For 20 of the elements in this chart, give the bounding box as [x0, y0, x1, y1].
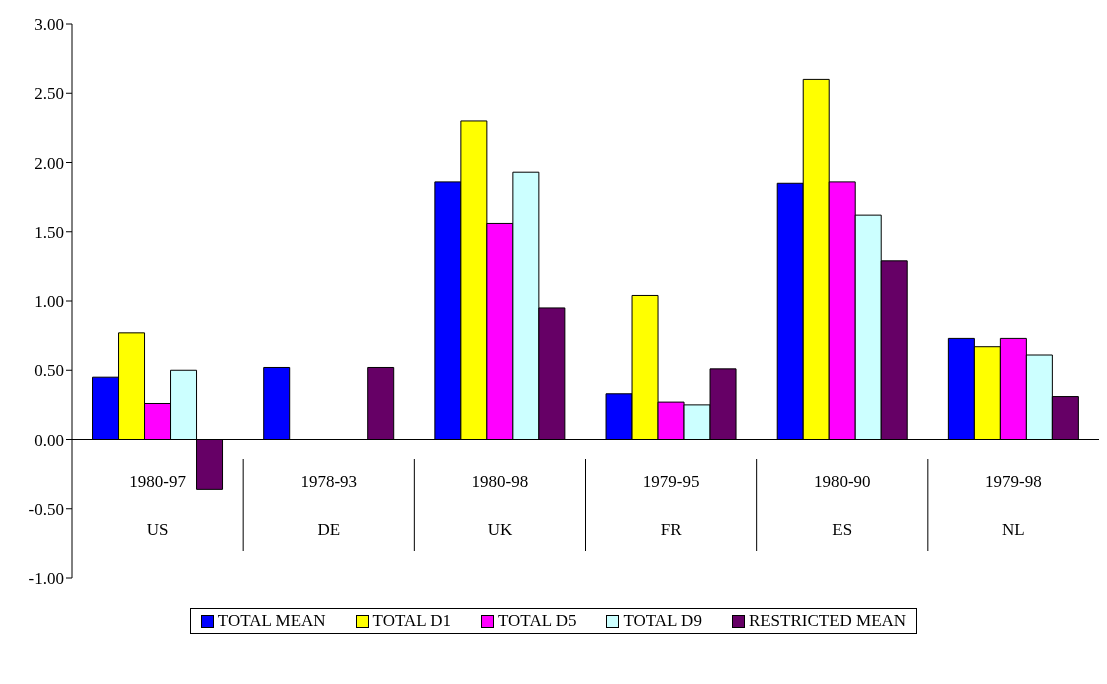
category-label: 1979-95 FR	[642, 472, 700, 539]
y-tick-label: 3.00	[34, 15, 64, 35]
y-tick-label: 2.50	[34, 84, 64, 104]
y-tick-label: 0.00	[34, 430, 64, 450]
legend-label: TOTAL MEAN	[216, 611, 326, 631]
y-tick-label: 1.50	[34, 222, 64, 242]
category-label: 1980-98 UK	[471, 472, 529, 539]
legend-label: TOTAL D5	[497, 611, 577, 631]
y-tick-label: 2.00	[34, 153, 64, 173]
y-tick-label: -1.00	[28, 569, 64, 589]
legend-label: TOTAL D1	[371, 611, 452, 631]
category-label: 1979-98 NL	[985, 472, 1042, 539]
legend-label: TOTAL D9	[622, 611, 702, 631]
y-tick-label: 1.00	[34, 292, 64, 312]
category-label: 1980-97 US	[129, 472, 186, 539]
category-label: 1980-90 ES	[813, 472, 871, 539]
y-tick-label: -0.50	[28, 499, 64, 519]
legend-label: RESTRICTED MEAN	[747, 611, 907, 631]
y-tick-label: 0.50	[34, 361, 64, 381]
category-label: 1978-93 DE	[300, 472, 358, 539]
